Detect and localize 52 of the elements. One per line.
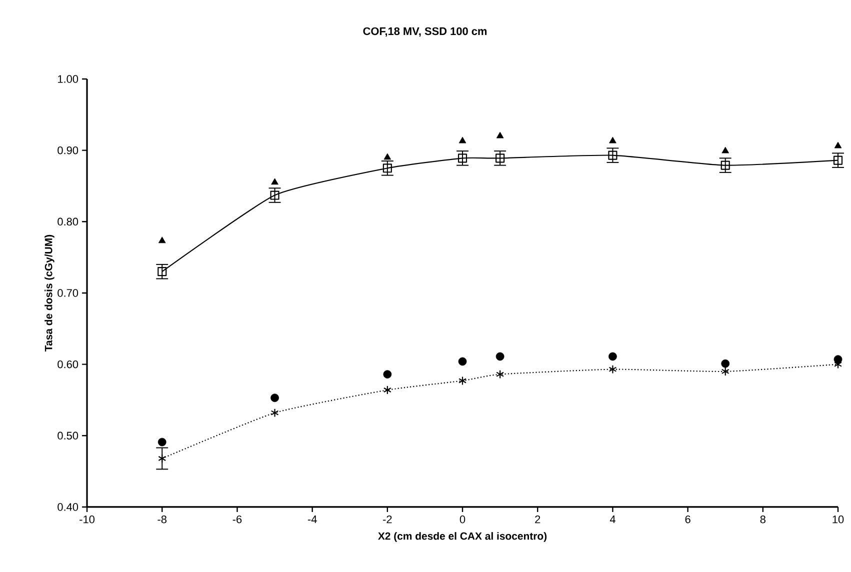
point: [271, 178, 278, 185]
x-tick-label: -4: [308, 515, 317, 524]
point: [608, 352, 617, 361]
point: [496, 154, 505, 163]
y-tick-label: 1.00: [58, 75, 78, 83]
point: [834, 142, 842, 148]
x-tick-label: -6: [232, 515, 242, 524]
y-tick-label: 0.80: [58, 218, 78, 226]
point: [721, 359, 730, 368]
y-axis-title: Tasa de dosis (cGy/UM): [44, 234, 54, 352]
point: [496, 352, 504, 361]
y-tick-label: 0.70: [58, 289, 78, 297]
y-tick-label: 0.40: [58, 503, 78, 511]
x-tick-label: 2: [535, 515, 540, 524]
point: [609, 136, 616, 144]
x-tick-label: 10: [832, 515, 844, 524]
point: [496, 132, 504, 138]
point: [158, 236, 166, 244]
point: [270, 394, 279, 402]
point: [383, 385, 392, 395]
x-tick-label: -10: [80, 515, 94, 524]
point: [158, 438, 166, 446]
point: [383, 370, 392, 378]
x-tick-label: 4: [610, 515, 616, 524]
point: [608, 364, 617, 374]
point: [720, 160, 730, 170]
y-tick-label: 0.50: [58, 432, 78, 440]
point: [458, 357, 467, 366]
point: [270, 190, 280, 200]
point: [458, 376, 467, 386]
point: [384, 153, 392, 160]
y-tick-label: 0.60: [58, 360, 78, 368]
point: [158, 267, 167, 276]
x-tick-label: 0: [460, 515, 466, 524]
point: [721, 366, 730, 376]
point: [722, 146, 730, 154]
point: [458, 154, 468, 163]
point: [270, 408, 279, 418]
y-tick-label: 0.90: [58, 146, 78, 154]
point: [382, 164, 392, 173]
x-tick-label: -8: [158, 515, 166, 524]
point: [158, 454, 166, 464]
point: [833, 156, 843, 165]
point: [834, 355, 842, 364]
x-tick-label: -2: [383, 515, 392, 524]
x-tick-label: 6: [685, 515, 690, 524]
x-tick-label: 8: [760, 515, 766, 524]
point: [608, 150, 618, 160]
chart-title: COF,18 MV, SSD 100 cm: [363, 27, 487, 37]
x-axis-title: X2 (cm desde el CAX al isocentro): [378, 532, 547, 542]
point: [496, 370, 504, 379]
point: [458, 136, 466, 144]
